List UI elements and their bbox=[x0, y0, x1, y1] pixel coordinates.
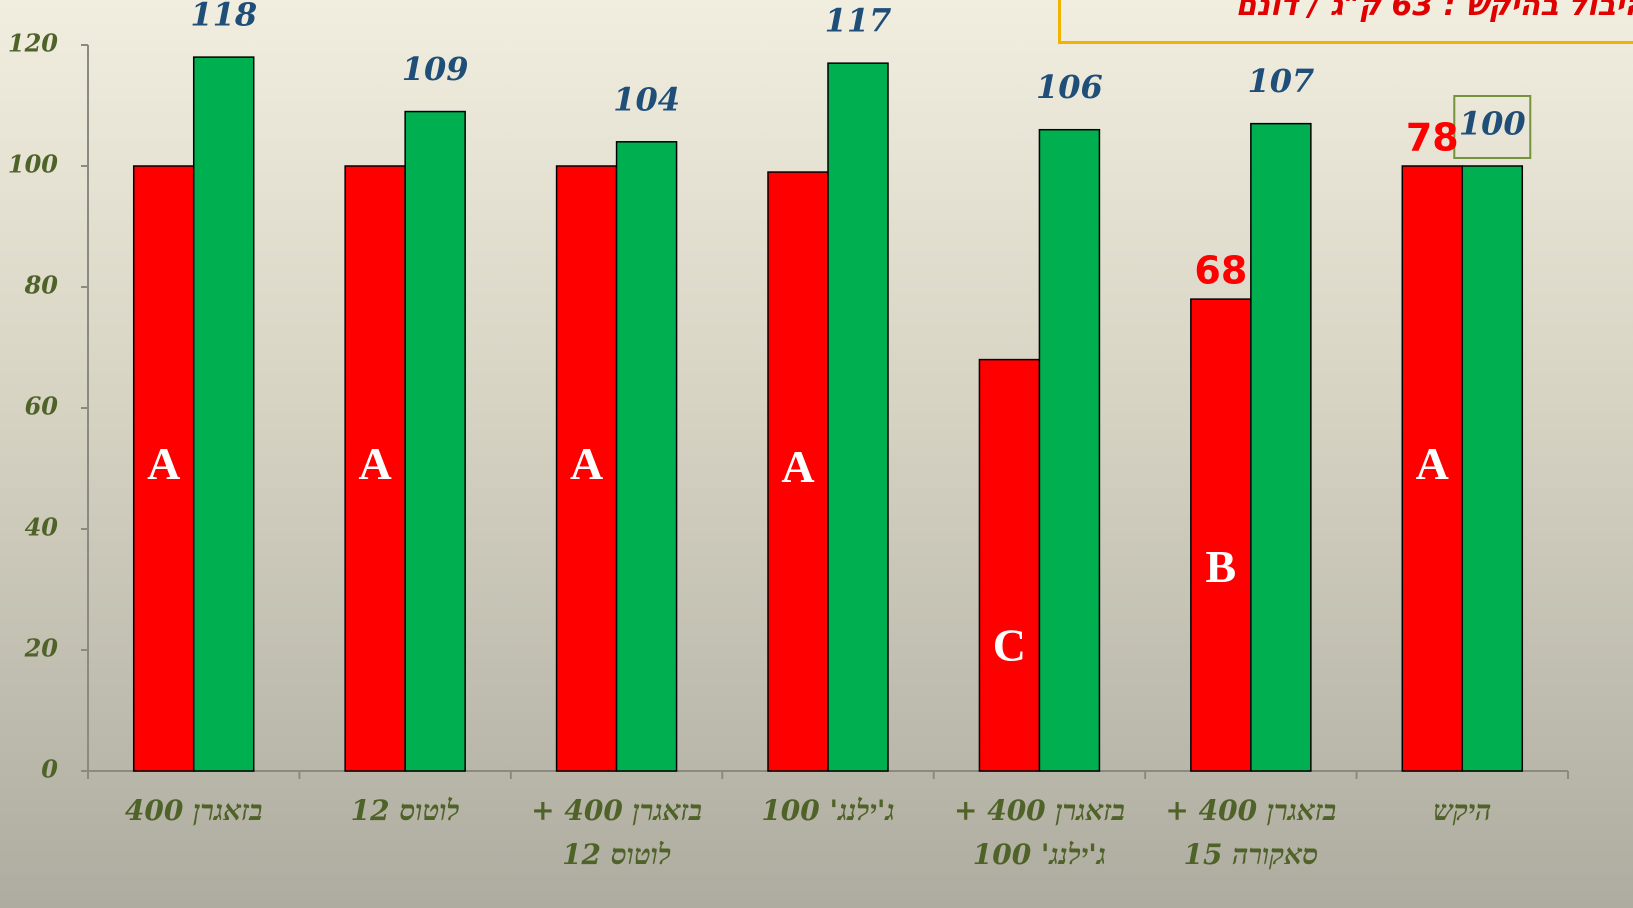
y-tick-label: 100 bbox=[8, 150, 58, 179]
value-label: 117 bbox=[825, 2, 892, 40]
value-box bbox=[1453, 95, 1532, 159]
value-label: 104 bbox=[613, 80, 680, 118]
y-tick-label: 120 bbox=[8, 29, 58, 58]
letter-label: C bbox=[993, 620, 1026, 671]
x-tick-label: לוטוס 12 bbox=[350, 794, 460, 827]
x-tick-label: בזאגרן 400 bbox=[124, 794, 263, 827]
letter-label: A bbox=[359, 438, 392, 489]
letter-label: A bbox=[781, 441, 814, 492]
bar bbox=[132, 165, 195, 772]
y-tick-label: 60 bbox=[25, 392, 59, 421]
letter-label: A bbox=[1416, 438, 1449, 489]
value-label: 107 bbox=[1247, 62, 1314, 100]
value-label: 100 bbox=[1459, 105, 1526, 143]
letter-label: A bbox=[147, 438, 180, 489]
letter-label: B bbox=[1206, 541, 1237, 592]
bar bbox=[827, 62, 889, 772]
annotation: 68 bbox=[1194, 249, 1247, 293]
value-label: 118 bbox=[190, 0, 257, 34]
x-tick-label: בזאגרן 400 + ג'ילנג' 100 bbox=[954, 794, 1125, 871]
x-tick-label: בזאגרן 400 + סאקורה 15 bbox=[1165, 794, 1337, 871]
bar bbox=[1190, 298, 1252, 772]
x-tick-label: היקש bbox=[1433, 794, 1492, 827]
bar bbox=[1461, 165, 1524, 772]
value-label: 109 bbox=[402, 50, 469, 88]
x-tick-label: ג'ילנג' 100 bbox=[761, 794, 895, 827]
bar bbox=[1250, 122, 1312, 772]
annotation: 78 bbox=[1406, 116, 1459, 160]
bar bbox=[192, 56, 255, 772]
y-tick-label: 20 bbox=[24, 634, 59, 663]
bar bbox=[615, 141, 678, 772]
bar bbox=[344, 165, 406, 772]
note-box: היבול בהיקש : 63 ק"ג / דונם bbox=[1058, 0, 1633, 44]
x-tick-label: בזאגרן 400 + לוטוס 12 bbox=[531, 794, 702, 871]
y-tick-label: 0 bbox=[41, 755, 58, 784]
bar bbox=[1038, 128, 1101, 772]
bar bbox=[978, 358, 1041, 772]
y-tick-label: 80 bbox=[24, 271, 59, 300]
letter-label: A bbox=[570, 438, 603, 489]
y-tick-label: 40 bbox=[25, 513, 59, 542]
value-label: 106 bbox=[1036, 68, 1103, 106]
bar bbox=[555, 165, 618, 772]
bar bbox=[404, 110, 466, 772]
